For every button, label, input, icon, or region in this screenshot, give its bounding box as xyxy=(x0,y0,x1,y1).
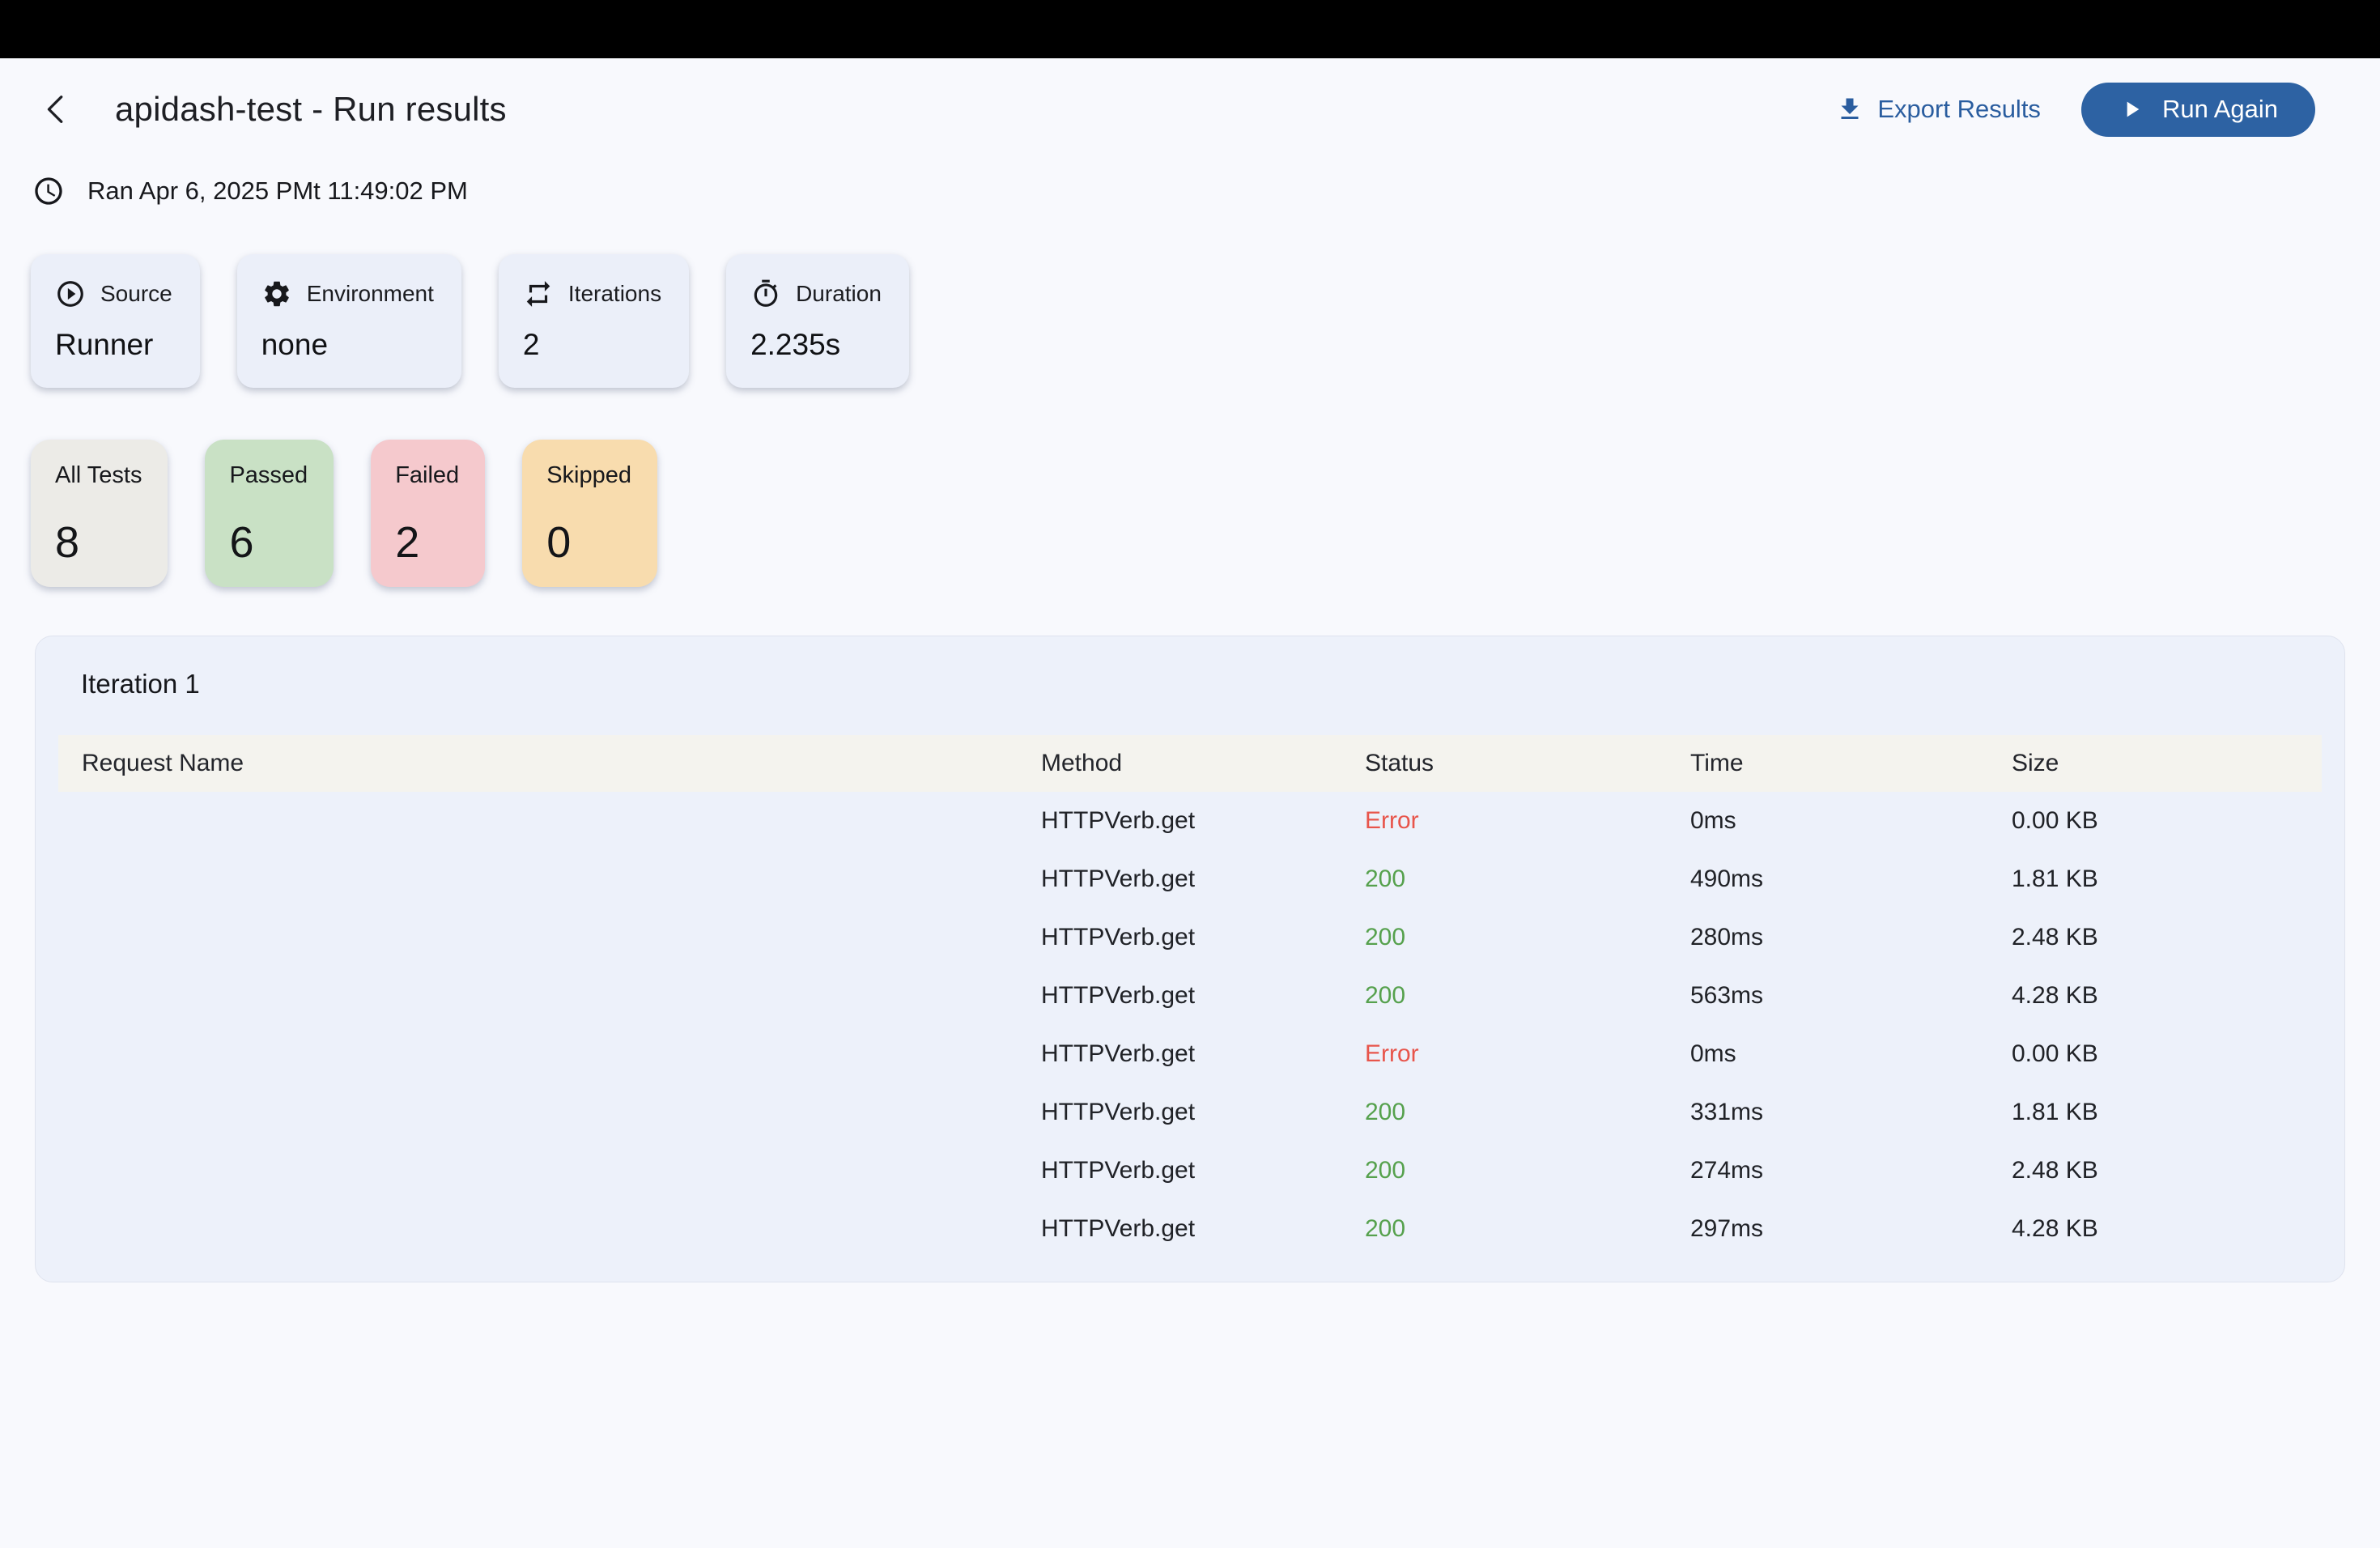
play-circle-icon xyxy=(57,281,83,307)
method-cell: HTTPVerb.get xyxy=(1041,1040,1196,1067)
info-card-label: Duration xyxy=(796,281,882,306)
size-cell: 1.81 KB xyxy=(2012,1099,2098,1125)
run-timestamp: Ran Apr 6, 2025 PMt 11:49:02 PM xyxy=(32,173,2380,209)
status-cell: 200 xyxy=(1365,1099,1406,1125)
back-button[interactable] xyxy=(34,87,79,132)
run-timestamp-text: Ran Apr 6, 2025 PMt 11:49:02 PM xyxy=(87,176,468,205)
method-cell: HTTPVerb.get xyxy=(1041,807,1196,834)
gear-icon xyxy=(264,281,289,307)
clock-icon xyxy=(35,177,62,205)
time-cell: 274ms xyxy=(1690,1157,1764,1184)
method-cell: HTTPVerb.get xyxy=(1041,1157,1196,1184)
status-cell: 200 xyxy=(1365,1215,1406,1242)
info-card-value: none xyxy=(261,328,329,361)
table-row: HTTPVerb.get 200 297ms 4.28 KB xyxy=(58,1200,2322,1258)
info-card-value: 2.235s xyxy=(750,328,841,361)
time-cell: 0ms xyxy=(1690,807,1736,834)
iteration-title: Iteration 1 xyxy=(81,669,200,699)
time-cell: 0ms xyxy=(1690,1040,1736,1067)
stat-value: 2 xyxy=(395,518,420,567)
stat-value: 8 xyxy=(55,518,80,567)
column-header-size: Size xyxy=(2012,750,2059,776)
stat-cards: All Tests 8 Passed 6 Failed 2 Skipped 0 xyxy=(31,440,2380,587)
run-again-button[interactable]: Run Again xyxy=(2080,82,2315,137)
download-icon xyxy=(1841,98,1859,119)
method-cell: HTTPVerb.get xyxy=(1041,1215,1196,1242)
info-card-label: Iterations xyxy=(567,281,662,306)
column-header-request-name: Request Name xyxy=(82,750,244,776)
column-header-method: Method xyxy=(1041,750,1123,776)
time-cell: 297ms xyxy=(1690,1215,1764,1242)
time-cell: 563ms xyxy=(1690,982,1764,1009)
method-cell: HTTPVerb.get xyxy=(1041,865,1196,892)
method-cell: HTTPVerb.get xyxy=(1041,924,1196,950)
system-bar xyxy=(0,0,2380,58)
method-cell: HTTPVerb.get xyxy=(1041,1099,1196,1125)
stat-label: All Tests xyxy=(55,462,142,488)
stat-card-passed: Passed 6 xyxy=(205,440,334,587)
stopwatch-icon xyxy=(754,279,778,307)
method-cell: HTTPVerb.get xyxy=(1041,982,1196,1009)
status-cell: 200 xyxy=(1365,865,1406,892)
stat-card-skipped: Skipped 0 xyxy=(522,440,657,587)
repeat-icon xyxy=(526,281,550,307)
info-card-iterations: Iterations 2 xyxy=(498,254,690,388)
info-card-value: 2 xyxy=(522,328,540,361)
status-cell: 200 xyxy=(1365,1157,1406,1184)
table-header-row: Request Name Method Status Time Size xyxy=(58,735,2322,792)
info-card-environment: Environment none xyxy=(236,254,461,388)
export-results-label: Export Results xyxy=(1877,95,2041,123)
size-cell: 2.48 KB xyxy=(2012,924,2098,950)
stat-label: Passed xyxy=(229,462,308,488)
size-cell: 1.81 KB xyxy=(2012,865,2098,892)
column-header-time: Time xyxy=(1690,750,1744,776)
table-row: HTTPVerb.get Error 0ms 0.00 KB xyxy=(58,792,2322,850)
time-cell: 280ms xyxy=(1690,924,1764,950)
size-cell: 2.48 KB xyxy=(2012,1157,2098,1184)
time-cell: 490ms xyxy=(1690,865,1764,892)
info-card-label: Source xyxy=(100,281,172,306)
table-row: HTTPVerb.get 200 331ms 1.81 KB xyxy=(58,1083,2322,1142)
info-card-duration: Duration 2.235s xyxy=(726,254,909,388)
column-header-status: Status xyxy=(1365,750,1434,776)
info-card-label: Environment xyxy=(306,281,434,306)
status-cell: 200 xyxy=(1365,982,1406,1009)
stat-value: 0 xyxy=(546,518,572,567)
stat-card-failed: Failed 2 xyxy=(371,440,486,587)
iteration-panel: Iteration 1 Request Name Method Status T… xyxy=(35,636,2345,1282)
size-cell: 4.28 KB xyxy=(2012,1215,2098,1242)
size-cell: 4.28 KB xyxy=(2012,982,2098,1009)
export-results-button[interactable]: Export Results xyxy=(1835,95,2041,124)
table-row: HTTPVerb.get 200 280ms 2.48 KB xyxy=(58,908,2322,967)
table-row: HTTPVerb.get Error 0ms 0.00 KB xyxy=(58,1025,2322,1083)
status-cell: Error xyxy=(1365,807,1419,834)
stat-card-all-tests: All Tests 8 xyxy=(31,440,168,587)
info-cards: Source Runner Environment none Iteration… xyxy=(31,254,2380,388)
info-card-source: Source Runner xyxy=(31,254,200,388)
app-header: apidash-test - Run results Export Result… xyxy=(0,73,2380,146)
play-icon xyxy=(2127,101,2140,117)
stat-label: Failed xyxy=(395,462,460,488)
size-cell: 0.00 KB xyxy=(2012,1040,2098,1067)
run-again-label: Run Again xyxy=(2161,95,2278,123)
table-row: HTTPVerb.get 200 563ms 4.28 KB xyxy=(58,967,2322,1025)
chevron-left-icon xyxy=(47,96,63,123)
time-cell: 331ms xyxy=(1690,1099,1764,1125)
stat-label: Skipped xyxy=(546,462,631,488)
size-cell: 0.00 KB xyxy=(2012,807,2098,834)
table-row: HTTPVerb.get 200 490ms 1.81 KB xyxy=(58,850,2322,908)
stat-value: 6 xyxy=(229,518,254,567)
status-cell: 200 xyxy=(1365,924,1406,950)
table-row: HTTPVerb.get 200 274ms 2.48 KB xyxy=(58,1142,2322,1200)
page-title: apidash-test - Run results xyxy=(115,90,507,128)
status-cell: Error xyxy=(1365,1040,1419,1067)
info-card-value: Runner xyxy=(55,328,154,361)
